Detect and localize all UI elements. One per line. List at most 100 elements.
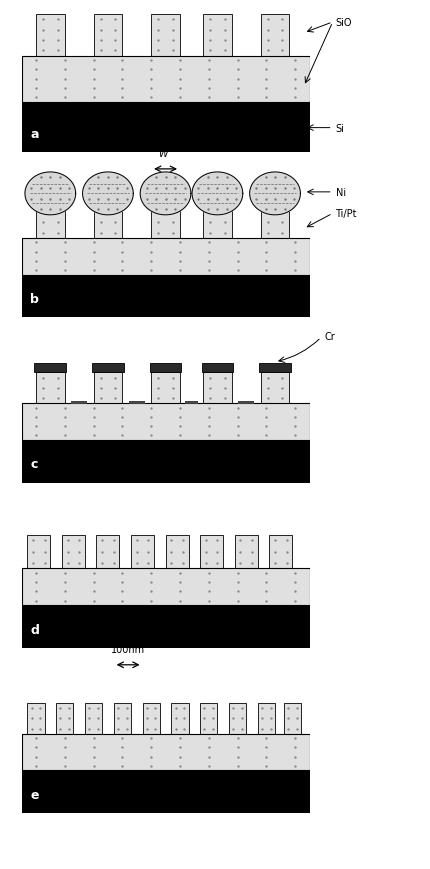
Point bbox=[203, 534, 209, 547]
Point bbox=[292, 255, 298, 269]
Point bbox=[234, 420, 241, 434]
Point bbox=[292, 420, 298, 434]
Point bbox=[169, 216, 176, 230]
Point bbox=[90, 236, 97, 250]
Bar bbox=[22, 568, 310, 606]
Point bbox=[239, 701, 246, 715]
Point bbox=[292, 732, 298, 746]
Point bbox=[90, 420, 97, 434]
Point bbox=[292, 401, 298, 415]
Point bbox=[97, 44, 104, 58]
Point bbox=[119, 263, 126, 277]
Point bbox=[207, 227, 214, 241]
Point bbox=[119, 73, 126, 87]
Point bbox=[292, 91, 298, 105]
Bar bbox=[22, 403, 310, 441]
Point bbox=[234, 401, 241, 415]
Point bbox=[263, 401, 270, 415]
Point bbox=[143, 712, 150, 726]
Point bbox=[33, 82, 40, 96]
Point bbox=[249, 545, 255, 559]
Point bbox=[206, 594, 212, 607]
Point bbox=[201, 722, 208, 736]
Text: $W'$: $W'$ bbox=[158, 147, 173, 159]
Point bbox=[30, 545, 37, 559]
Point bbox=[210, 722, 217, 736]
Point bbox=[263, 263, 270, 277]
Bar bbox=[22, 771, 310, 813]
Point bbox=[99, 556, 106, 570]
Point bbox=[119, 567, 126, 580]
Point bbox=[221, 381, 228, 395]
Point bbox=[90, 575, 97, 589]
Point bbox=[239, 722, 246, 736]
Bar bbox=[114, 703, 131, 733]
Point bbox=[112, 14, 119, 28]
Point bbox=[148, 263, 155, 277]
Point bbox=[179, 556, 186, 570]
Point bbox=[292, 236, 298, 250]
Point bbox=[97, 216, 104, 230]
Point bbox=[90, 91, 97, 105]
Point bbox=[221, 34, 228, 48]
Point bbox=[207, 14, 214, 28]
Point bbox=[64, 545, 71, 559]
Point bbox=[292, 410, 298, 424]
Point bbox=[90, 54, 97, 68]
Bar bbox=[151, 208, 180, 238]
Point bbox=[207, 44, 214, 58]
Point bbox=[148, 585, 155, 599]
Point bbox=[169, 14, 176, 28]
Point bbox=[155, 14, 162, 28]
Text: a: a bbox=[30, 128, 39, 141]
Bar bbox=[36, 208, 64, 238]
Point bbox=[90, 594, 97, 607]
Bar bbox=[131, 535, 154, 568]
Point bbox=[221, 23, 228, 37]
Point bbox=[292, 594, 298, 607]
Point bbox=[176, 54, 183, 68]
Point bbox=[176, 420, 183, 434]
Point bbox=[143, 722, 150, 736]
Point bbox=[206, 236, 212, 250]
Point bbox=[90, 759, 97, 773]
Point bbox=[206, 575, 212, 589]
Point bbox=[61, 73, 68, 87]
Point bbox=[176, 567, 183, 580]
Point bbox=[33, 732, 40, 746]
Point bbox=[37, 722, 44, 736]
Point bbox=[97, 23, 104, 37]
Point bbox=[33, 401, 40, 415]
Point bbox=[76, 534, 83, 547]
Point bbox=[292, 567, 298, 580]
Point bbox=[292, 740, 298, 754]
Bar bbox=[22, 733, 310, 771]
Point bbox=[119, 575, 126, 589]
Bar bbox=[27, 703, 45, 733]
Bar bbox=[185, 401, 198, 404]
Bar bbox=[235, 535, 258, 568]
Point bbox=[97, 381, 104, 395]
Point bbox=[155, 34, 162, 48]
Point bbox=[263, 567, 270, 580]
Point bbox=[176, 732, 183, 746]
Point bbox=[97, 227, 104, 241]
Text: d: d bbox=[30, 623, 39, 636]
Point bbox=[181, 712, 188, 726]
Point bbox=[258, 722, 265, 736]
Point bbox=[114, 712, 121, 726]
Point bbox=[54, 381, 61, 395]
Point bbox=[264, 44, 271, 58]
Point bbox=[148, 420, 155, 434]
Point bbox=[279, 227, 286, 241]
Bar bbox=[129, 401, 144, 404]
Point bbox=[169, 23, 176, 37]
Point bbox=[234, 759, 241, 773]
Point bbox=[201, 712, 208, 726]
Point bbox=[57, 712, 64, 726]
Point bbox=[283, 545, 290, 559]
Point bbox=[40, 44, 46, 58]
Point bbox=[264, 216, 271, 230]
Point bbox=[272, 534, 279, 547]
Point bbox=[90, 245, 97, 259]
